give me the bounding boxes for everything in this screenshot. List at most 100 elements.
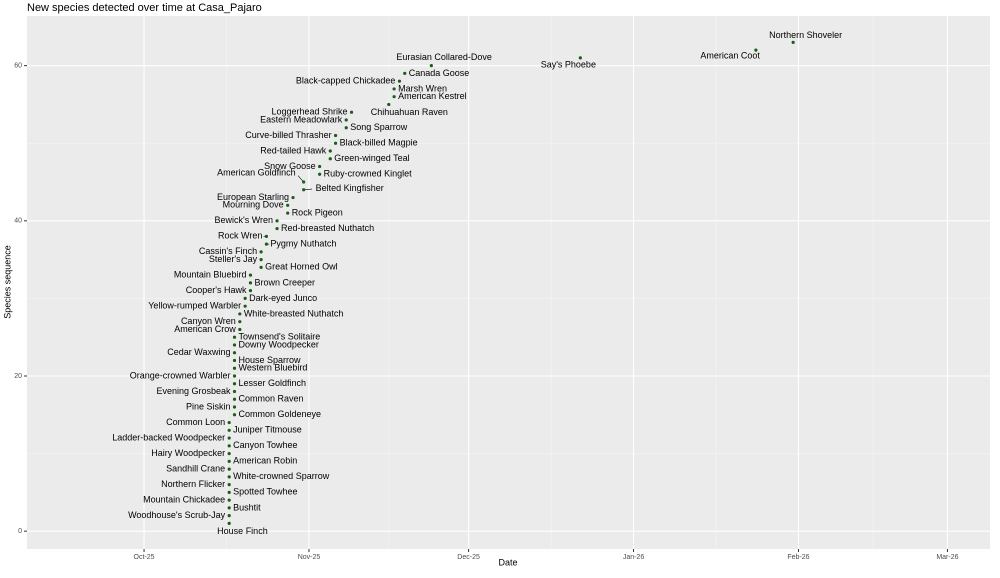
point-label: Red-breasted Nuthatch xyxy=(281,223,374,233)
point xyxy=(232,374,237,378)
point-label: Bewick's Wren xyxy=(214,215,273,225)
point-label: Woodhouse's Scrub-Jay xyxy=(128,510,226,520)
point xyxy=(227,506,231,510)
point-label: Red-tailed Hawk xyxy=(260,145,327,155)
point-label: Pygmy Nuthatch xyxy=(270,238,336,248)
x-tick-label: Feb-26 xyxy=(787,554,809,561)
point-label: Snow Goose xyxy=(264,161,316,171)
point xyxy=(392,95,396,99)
point-label: Mountain Chickadee xyxy=(143,494,225,504)
point xyxy=(227,420,231,425)
point-label: Northern Shoveler xyxy=(769,30,842,40)
point xyxy=(328,149,332,153)
panel xyxy=(27,16,990,549)
point xyxy=(232,358,237,363)
point xyxy=(259,250,263,254)
point xyxy=(232,413,237,417)
point xyxy=(259,265,263,269)
point xyxy=(791,40,795,44)
point xyxy=(286,211,290,215)
point-label: Northern Flicker xyxy=(161,479,225,489)
x-tick-label: Jan-26 xyxy=(623,554,645,561)
point xyxy=(387,102,391,107)
point xyxy=(232,335,237,339)
x-tick-label: Mar-26 xyxy=(936,554,958,561)
point-label: Rock Pigeon xyxy=(292,207,343,217)
point-label: American Coot xyxy=(700,51,760,61)
point xyxy=(238,327,242,332)
point-label: Ruby-crowned Kinglet xyxy=(324,169,413,179)
y-axis-label: Species sequence xyxy=(2,245,12,319)
point xyxy=(333,133,338,138)
y-tick-label: 60 xyxy=(14,62,22,69)
point xyxy=(227,514,231,518)
x-axis-label: Date xyxy=(498,557,517,567)
point-label: Canyon Wren xyxy=(181,316,236,326)
point-label: Cedar Waxwing xyxy=(167,347,230,357)
point-label: Green-winged Teal xyxy=(334,153,409,163)
x-tick-label: Dec-25 xyxy=(457,554,480,561)
point xyxy=(349,110,354,114)
point-label: Marsh Wren xyxy=(398,83,447,93)
point xyxy=(238,320,242,324)
point-label: Mountain Bluebird xyxy=(174,270,247,280)
point-label: Spotted Towhee xyxy=(233,487,297,497)
point xyxy=(302,180,306,184)
chart-title: New species detected over time at Casa_P… xyxy=(27,2,262,14)
point-label: European Starling xyxy=(217,192,289,202)
point xyxy=(291,195,295,200)
point xyxy=(227,498,231,502)
x-tick-label: Oct-25 xyxy=(134,554,155,561)
point-label: Western Bluebird xyxy=(238,363,307,373)
point-label: American Goldfinch xyxy=(217,167,296,177)
point-label: Dark-eyed Junco xyxy=(249,293,317,303)
point-label: Downy Woodpecker xyxy=(238,339,318,349)
point xyxy=(227,444,231,448)
point-label: Black-capped Chickadee xyxy=(296,76,396,86)
point-label: Eurasian Collared-Dove xyxy=(396,52,492,62)
point xyxy=(232,343,237,347)
point xyxy=(429,64,433,68)
point xyxy=(403,71,407,76)
point xyxy=(344,118,348,122)
point xyxy=(392,87,396,91)
point xyxy=(232,382,237,386)
point-label: Townsend's Solitaire xyxy=(238,332,320,342)
point-label: Eastern Meadowlark xyxy=(260,114,343,124)
point-label: Pine Siskin xyxy=(186,401,231,411)
point-label: Orange-crowned Warbler xyxy=(130,370,231,380)
point xyxy=(238,312,242,316)
point xyxy=(328,157,332,161)
point xyxy=(275,219,279,223)
point xyxy=(227,475,231,479)
point xyxy=(318,172,322,176)
point xyxy=(318,164,322,169)
point-label: Bushtit xyxy=(233,502,261,512)
point-label: Cassin's Finch xyxy=(199,246,257,256)
point-label: Great Horned Owl xyxy=(265,262,338,272)
point xyxy=(227,490,231,494)
point-label: Mourning Dove xyxy=(223,200,284,210)
point xyxy=(264,242,269,246)
point xyxy=(227,459,231,463)
point xyxy=(302,188,306,192)
point xyxy=(232,351,237,355)
point xyxy=(227,436,231,440)
point-label: Juniper Titmouse xyxy=(233,425,302,435)
point-label: Rock Wren xyxy=(218,231,262,241)
point xyxy=(344,126,348,130)
x-tick-label: Nov-25 xyxy=(298,554,321,561)
point xyxy=(754,48,758,52)
point-label: Ladder-backed Woodpecker xyxy=(112,432,225,442)
point xyxy=(227,428,231,432)
point-label: White-breasted Nuthatch xyxy=(244,308,344,318)
point xyxy=(227,451,231,456)
point-label: American Robin xyxy=(233,456,297,466)
point-label: Loggerhead Shrike xyxy=(271,107,347,117)
point-label: Belted Kingfisher xyxy=(316,183,384,193)
y-tick-label: 20 xyxy=(14,373,22,380)
point xyxy=(248,281,253,285)
point-label: American Crow xyxy=(174,324,236,334)
point-label: Black-billed Magpie xyxy=(340,138,418,148)
